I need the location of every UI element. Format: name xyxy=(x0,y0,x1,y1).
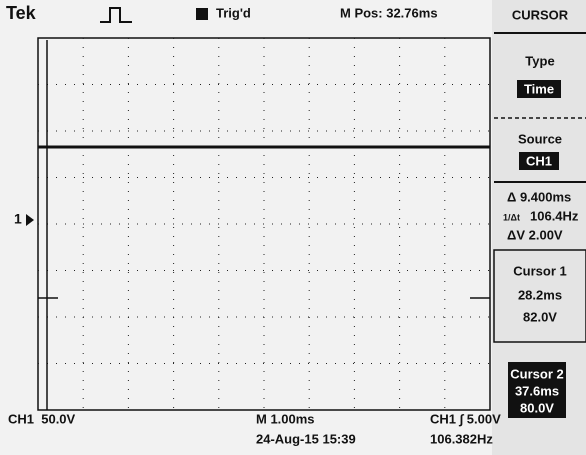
trigger-setting: CH1 ∫ 5.00V xyxy=(430,411,501,426)
channel-marker: 1 xyxy=(14,211,22,227)
inverse-label: 1/Δt xyxy=(503,212,520,222)
brand: Tek xyxy=(6,3,37,23)
cursor-time: 28.2ms xyxy=(518,287,562,302)
delta-v: ΔV 2.00V xyxy=(507,227,563,242)
cursor-time: 37.6ms xyxy=(515,383,559,398)
cursor-label[interactable]: Cursor 1 xyxy=(513,263,566,278)
cursor-volts: 82.0V xyxy=(523,309,557,324)
horizontal-position: M Pos: 32.76ms xyxy=(340,5,438,20)
inverse-value: 106.4Hz xyxy=(530,208,579,223)
menu-value[interactable]: CH1 xyxy=(526,153,552,168)
cursor-volts: 80.0V xyxy=(520,400,554,415)
channel-arrow xyxy=(26,214,34,226)
date-time: 24-Aug-15 15:39 xyxy=(256,431,356,446)
cursor-label[interactable]: Cursor 2 xyxy=(510,366,563,381)
menu-label[interactable]: Source xyxy=(518,131,562,146)
display: Tek Trig'd M Pos: 32.76ms 1 CURSOR Type … xyxy=(0,0,586,455)
time-scale: M 1.00ms xyxy=(256,411,315,426)
graticule xyxy=(38,38,490,410)
frequency: 106.382Hz xyxy=(430,431,493,446)
menu-title[interactable]: CURSOR xyxy=(512,7,569,22)
acquire-icon xyxy=(100,8,132,22)
trigger-status: Trig'd xyxy=(216,5,251,20)
oscilloscope-screen: Tek Trig'd M Pos: 32.76ms 1 CURSOR Type … xyxy=(0,0,586,455)
trigger-icon xyxy=(196,8,208,20)
menu-label[interactable]: Type xyxy=(525,53,554,68)
channel-scale: CH1 50.0V xyxy=(8,411,76,426)
menu-value[interactable]: Time xyxy=(524,81,554,96)
delta-t: Δ 9.400ms xyxy=(507,189,571,204)
